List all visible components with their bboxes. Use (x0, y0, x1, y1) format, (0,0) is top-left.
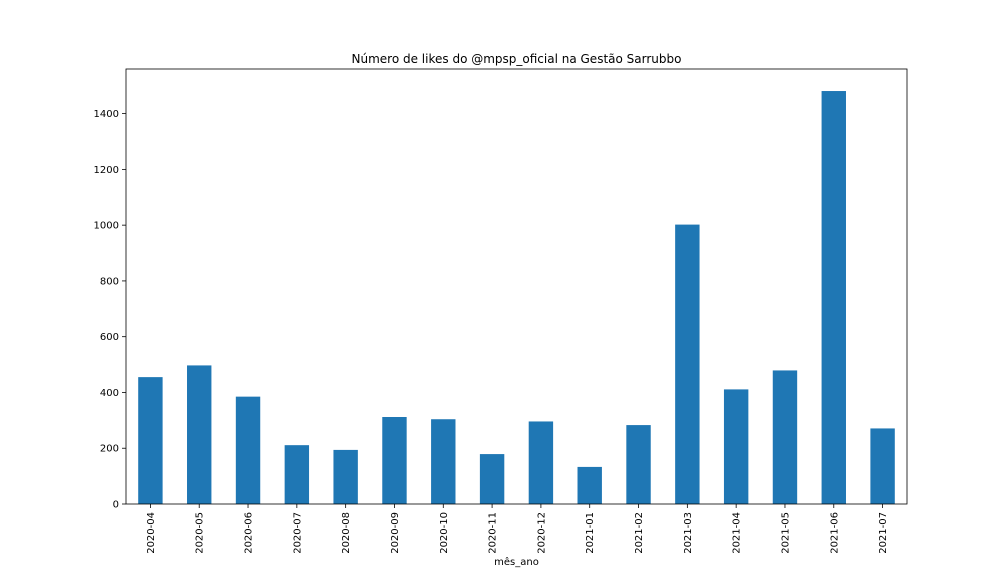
bar-2021-05 (772, 370, 798, 504)
bar-2021-06 (821, 91, 846, 505)
bar-2020-06 (235, 396, 261, 504)
bar-2020-10 (431, 419, 456, 504)
x-tick-label: 2021-04 (732, 512, 743, 554)
y-tick-label: 200 (100, 444, 119, 455)
bars (138, 91, 895, 505)
x-tick-label: 2021-03 (683, 512, 694, 554)
x-tick-label: 2020-10 (439, 512, 450, 554)
y-tick-label: 800 (100, 276, 119, 287)
x-axis-label: mês_ano (494, 556, 539, 568)
bar-2021-02 (626, 425, 651, 504)
bar-2021-03 (675, 224, 700, 504)
x-tick-label: 2020-05 (195, 512, 206, 554)
bar-2020-07 (284, 445, 310, 504)
x-axis-ticks: 2020-04 2020-05 2020-06 2020-07 2020-08 2020-… (146, 504, 889, 554)
x-tick-label: 2021-06 (829, 512, 840, 554)
bar-2020-05 (187, 365, 212, 504)
x-tick-label: 2020-07 (292, 512, 303, 554)
y-tick-label: 0 (113, 500, 119, 511)
y-tick-label: 1000 (94, 221, 119, 232)
bar-2020-08 (333, 449, 358, 504)
y-tick-label: 1400 (94, 109, 119, 120)
chart-title: Número de likes do @mpsp_oficial na Gest… (352, 52, 682, 66)
x-tick-label: 2020-06 (244, 512, 255, 554)
bar-2021-01 (577, 466, 602, 504)
x-tick-label: 2021-01 (585, 512, 596, 554)
bar-2021-07 (870, 428, 895, 504)
plot-area-frame (125, 68, 908, 505)
y-tick-label: 400 (100, 388, 119, 399)
x-tick-label: 2020-08 (341, 512, 352, 554)
y-tick-label: 600 (100, 332, 119, 343)
x-tick-label: 2020-09 (390, 512, 401, 554)
y-axis-ticks: 0 200 400 600 800 1000 1200 1400 (94, 109, 126, 511)
x-tick-label: 2021-05 (780, 512, 791, 554)
bar-2021-04 (723, 389, 749, 504)
bar-2020-12 (528, 421, 554, 504)
x-tick-label: 2020-11 (488, 512, 499, 554)
x-tick-label: 2021-02 (634, 512, 645, 554)
x-tick-label: 2020-12 (536, 512, 547, 554)
bar-2020-09 (382, 417, 407, 504)
x-tick-label: 2021-07 (878, 512, 889, 554)
bar-2020-11 (479, 454, 505, 504)
bar-2020-04 (138, 377, 163, 504)
y-tick-label: 1200 (94, 165, 119, 176)
x-tick-label: 2020-04 (146, 512, 157, 554)
